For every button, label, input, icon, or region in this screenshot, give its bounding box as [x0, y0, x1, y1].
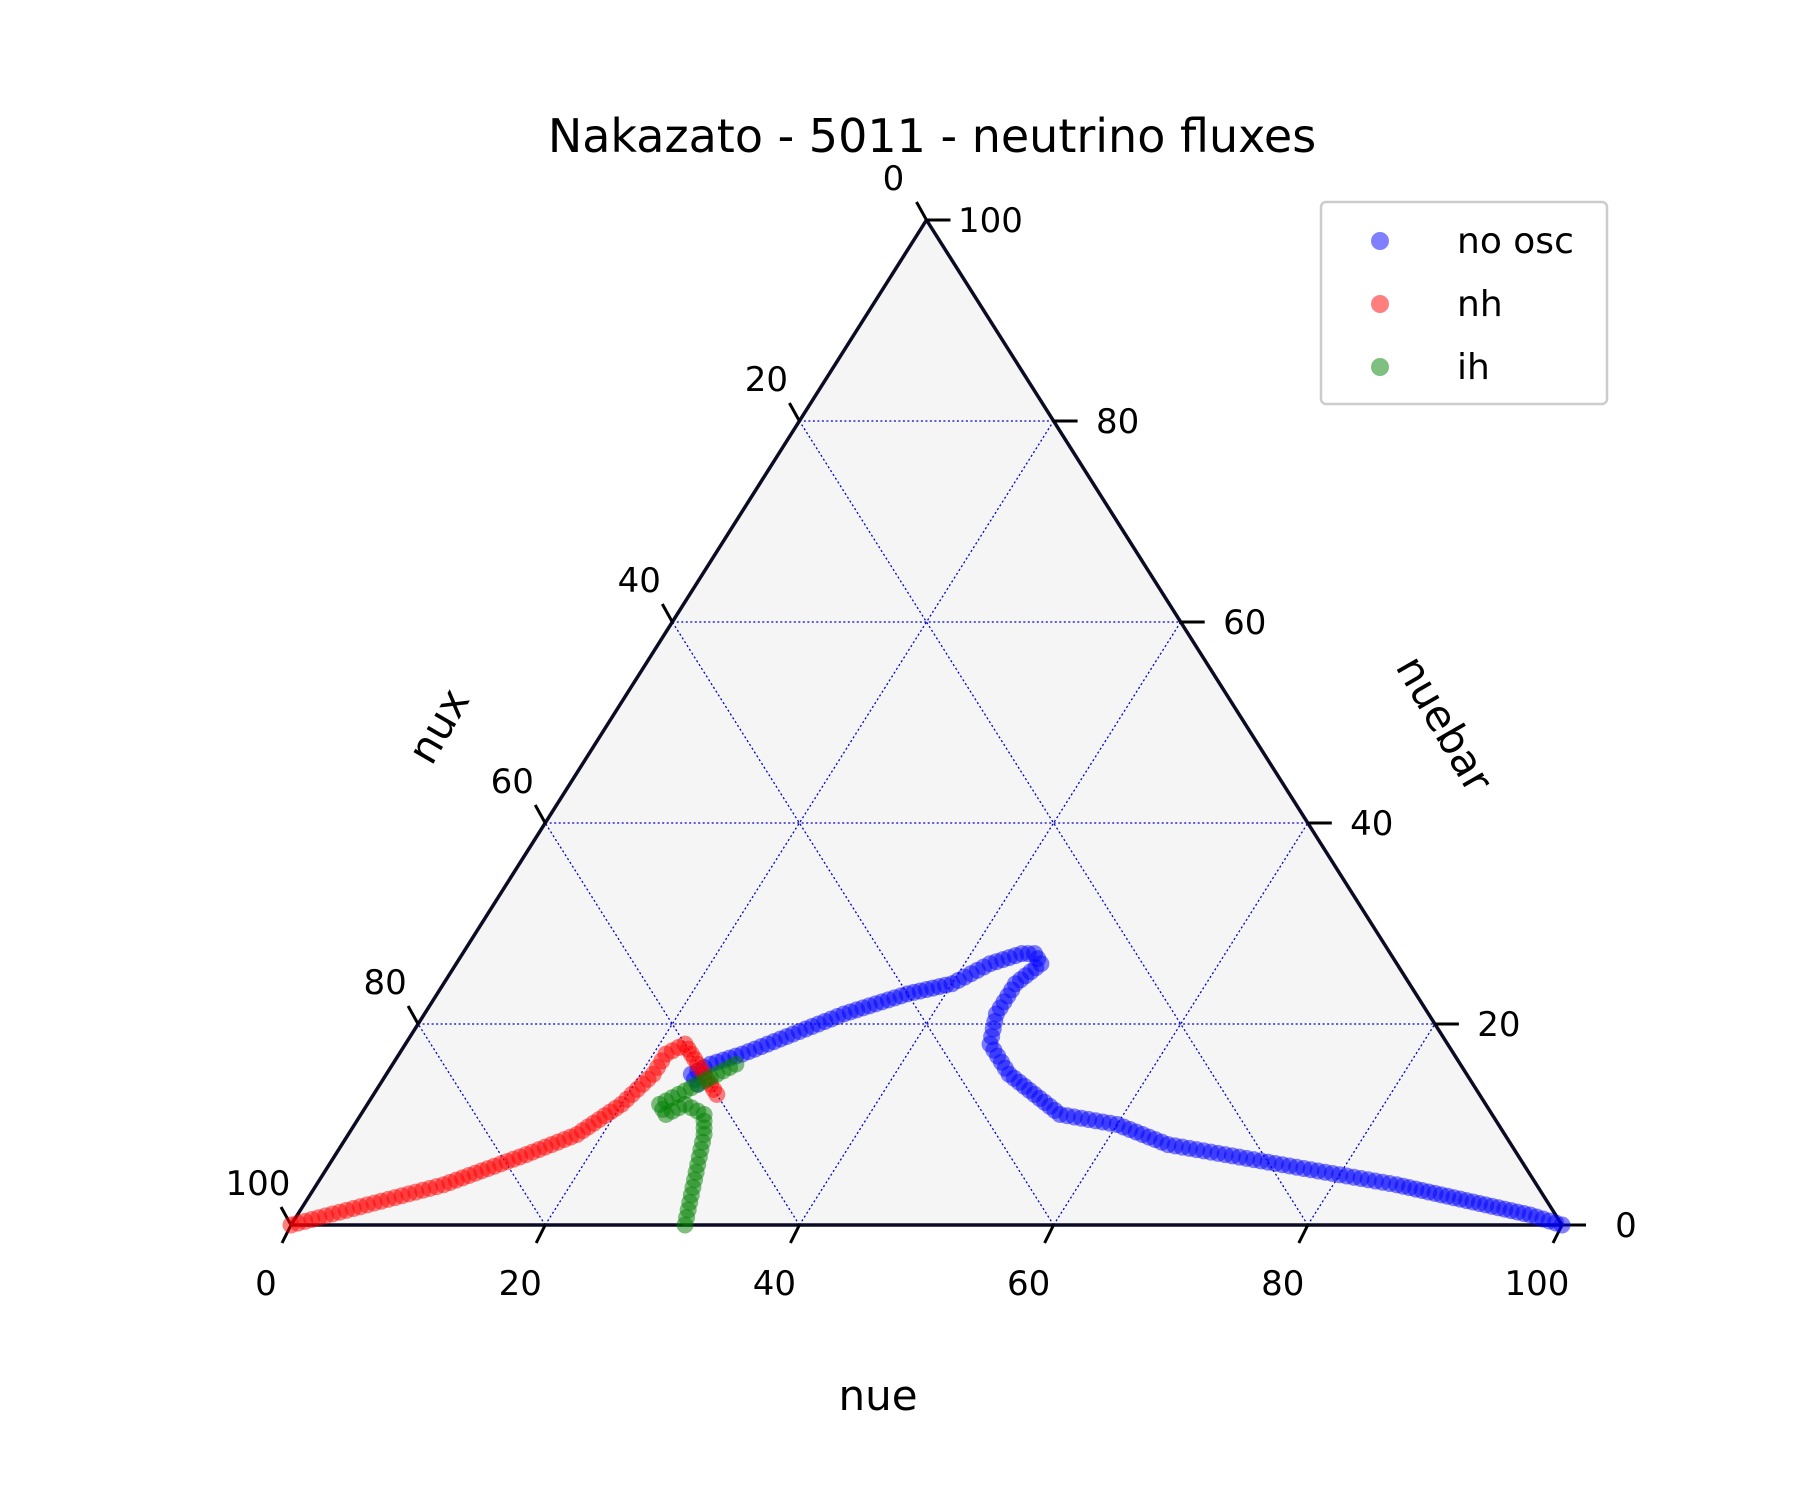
tick-label-bottom-80: 80	[1261, 1264, 1304, 1304]
legend-label-no-osc: no osc	[1457, 221, 1574, 262]
bottom-axis-label: nue	[838, 1371, 917, 1420]
tick-label-bottom-20: 20	[499, 1264, 542, 1304]
tick-left-20	[788, 402, 801, 422]
triangle-edges	[289, 219, 1564, 1227]
grid-line-left-60	[544, 822, 800, 1226]
legend-marker-ih	[1371, 358, 1389, 376]
tick-label-left-40: 40	[618, 561, 661, 601]
edge-right	[925, 219, 1564, 1226]
grid-line-left-40	[671, 621, 1055, 1226]
tick-bottom-80	[1297, 1224, 1310, 1244]
tick-label-right-80: 80	[1096, 402, 1139, 442]
tick-label-bottom-100: 100	[1505, 1264, 1570, 1304]
grid-line-left-20	[798, 420, 1309, 1226]
legend-label-nh: nh	[1457, 284, 1503, 325]
tick-bottom-20	[534, 1224, 547, 1244]
legend-marker-nh	[1371, 295, 1389, 313]
grid-lines	[417, 420, 1436, 1226]
axis-ticks: 0 0 0 20 20 20 40 40 40 60 60 60 80 80 80 100 100 100	[226, 159, 1637, 1304]
edge-left	[289, 219, 928, 1226]
tick-label-right-40: 40	[1350, 804, 1393, 844]
ternary-plot-area	[291, 220, 1562, 1225]
left-axis-label: nux	[398, 680, 479, 772]
data-points	[282, 945, 1571, 1234]
tick-bottom-40	[789, 1224, 801, 1244]
grid-line-bottom-60	[1053, 822, 1309, 1226]
tick-label-bottom-60: 60	[1007, 1264, 1050, 1304]
tick-label-left-100: 100	[226, 1164, 291, 1204]
tick-bottom-60	[1043, 1224, 1055, 1244]
data-point-ih-35	[727, 1055, 745, 1073]
tick-label-bottom-0: 0	[255, 1264, 277, 1304]
tick-left-0	[915, 201, 928, 221]
data-point-nh-73	[708, 1085, 726, 1103]
tick-label-right-60: 60	[1223, 603, 1266, 643]
chart-title: Nakazato - 5011 - neutrino fluxes	[548, 109, 1316, 163]
grid-line-bottom-80	[1307, 1023, 1436, 1226]
tick-label-left-0: 0	[883, 159, 905, 199]
right-axis-label: nuebar	[1386, 647, 1503, 801]
tick-label-right-0: 0	[1615, 1206, 1637, 1246]
series-ih	[651, 1055, 745, 1234]
tick-left-60	[533, 804, 547, 824]
series-nh	[282, 1035, 726, 1234]
grid-line-bottom-40	[798, 621, 1182, 1226]
legend-label-ih: ih	[1457, 347, 1490, 388]
tick-label-left-60: 60	[491, 762, 534, 802]
legend-box	[1319, 200, 1609, 406]
grid-line-left-80	[417, 1023, 546, 1226]
tick-label-left-20: 20	[745, 360, 788, 400]
tick-left-80	[406, 1005, 420, 1025]
series-no-osc	[682, 945, 1571, 1234]
legend-marker-no-osc	[1371, 232, 1389, 250]
tick-label-bottom-40: 40	[753, 1264, 796, 1304]
tick-label-right-20: 20	[1477, 1005, 1520, 1045]
legend: no osc nh ih	[1319, 200, 1609, 406]
tick-label-left-80: 80	[363, 963, 406, 1003]
tick-left-40	[660, 603, 674, 623]
tick-label-right-100: 100	[958, 201, 1023, 241]
